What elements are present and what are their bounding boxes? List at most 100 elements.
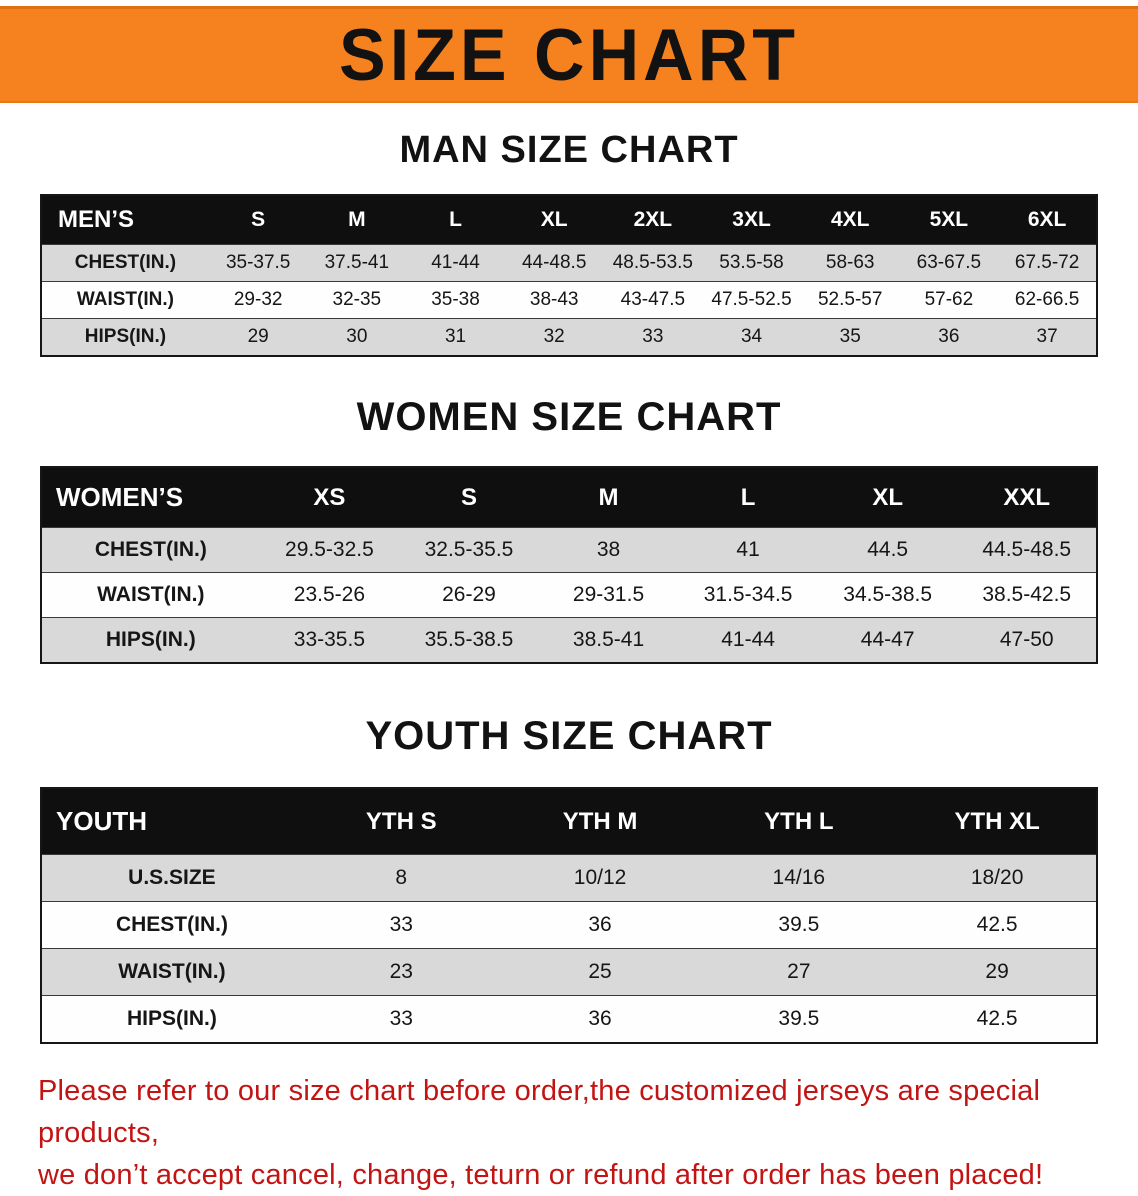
women-section-heading: WOMEN SIZE CHART — [356, 395, 782, 439]
measurement-value-cell: 34.5-38.5 — [843, 583, 933, 606]
row-label-cell: CHEST(IN.) — [115, 913, 228, 936]
measurement-value-cell: 29 — [247, 326, 269, 347]
size-column-header: S — [399, 467, 539, 528]
measurement-value-cell: 29-32 — [233, 289, 283, 310]
measurement-value-cell: 35 — [839, 326, 861, 347]
measurement-value-cell: 43-47.5 — [620, 289, 686, 310]
measurement-value-cell: 23.5-26 — [293, 583, 366, 606]
measurement-value-cell: 47.5-52.5 — [711, 289, 792, 310]
table-header-row: MEN’S S M L XL 2XL 3XL 4XL 5XL 6XL — [41, 195, 1097, 245]
measurement-value-cell: 36 — [938, 326, 960, 347]
measurement-value-cell: 41-44 — [721, 628, 775, 651]
measurement-value-cell: 37 — [1036, 326, 1058, 347]
size-column-header: L — [678, 467, 818, 528]
women-section: WOMEN SIZE CHART WOMEN’S XS S M L XL XXL CHEST(… — [0, 395, 1138, 664]
table-row: WAIST(IN.) 29-32 32-35 35-38 38-43 43-47.5 47.… — [41, 281, 1097, 319]
women-size-table: WOMEN’S XS S M L XL XXL CHEST(IN.) 29.5-32.5 32.5… — [40, 466, 1098, 664]
measurement-value-cell: 25 — [588, 960, 612, 983]
row-label-cell: U.S.SIZE — [128, 866, 216, 889]
table-row: HIPS(IN.) 33-35.5 35.5-38.5 38.5-41 41-44 44-… — [41, 617, 1097, 663]
size-column-header: XXL — [957, 467, 1097, 528]
measurement-value-cell: 33 — [642, 326, 664, 347]
men-size-table: MEN’S S M L XL 2XL 3XL 4XL 5XL 6XL CHEST(IN.) 35-37… — [40, 194, 1098, 357]
measurement-value-cell: 38.5-42.5 — [982, 583, 1072, 606]
measurement-value-cell: 41 — [736, 538, 760, 561]
size-column-header: XL — [817, 467, 958, 528]
table-row: HIPS(IN.) 29 30 31 32 33 34 35 36 37 — [41, 318, 1097, 356]
size-column-header: 2XL — [603, 195, 703, 245]
table-row: WAIST(IN.) 23 25 27 29 — [41, 948, 1097, 996]
measurement-value-cell: 52.5-57 — [817, 289, 883, 310]
measurement-value-cell: 34 — [740, 326, 763, 347]
size-column-header: 4XL — [800, 195, 900, 245]
measurement-value-cell: 62-66.5 — [1014, 289, 1080, 310]
size-column-header: 5XL — [899, 195, 999, 245]
measurement-value-cell: 44-47 — [860, 628, 915, 651]
disclaimer-line-1: Please refer to our size chart before or… — [38, 1075, 1041, 1150]
row-label-cell: HIPS(IN.) — [105, 628, 196, 651]
youth-section-heading: YOUTH SIZE CHART — [365, 714, 773, 758]
table-title-cell: WOMEN’S — [41, 467, 260, 528]
size-column-header: YTH XL — [898, 788, 1097, 855]
measurement-value-cell: 57-62 — [924, 289, 974, 310]
banner: SIZE CHART — [0, 6, 1138, 103]
table-row: WAIST(IN.) 23.5-26 26-29 29-31.5 31.5-34.5 34… — [41, 572, 1097, 618]
size-column-header: YTH L — [699, 788, 899, 855]
row-label-cell: CHEST(IN.) — [94, 538, 207, 561]
size-column-header: L — [406, 195, 505, 245]
row-label-cell: HIPS(IN.) — [84, 326, 167, 347]
measurement-value-cell: 23 — [389, 960, 413, 983]
table-row: CHEST(IN.) 35-37.5 37.5-41 41-44 44-48.5 48.5… — [41, 244, 1097, 282]
measurement-value-cell: 33-35.5 — [293, 628, 366, 651]
measurement-value-cell: 39.5 — [778, 913, 820, 936]
table-row: CHEST(IN.) 29.5-32.5 32.5-35.5 38 41 44.5 44.5… — [41, 527, 1097, 573]
size-column-header: YTH S — [301, 788, 501, 855]
measurement-value-cell: 31.5-34.5 — [703, 583, 793, 606]
measurement-value-cell: 8 — [395, 866, 408, 889]
measurement-value-cell: 29-31.5 — [572, 583, 645, 606]
measurement-value-cell: 35-37.5 — [225, 252, 291, 273]
measurement-value-cell: 44.5 — [867, 538, 909, 561]
table-title-cell: MEN’S — [41, 195, 209, 245]
measurement-value-cell: 27 — [787, 960, 811, 983]
table-header-row: WOMEN’S XS S M L XL XXL — [41, 467, 1097, 528]
measurement-value-cell: 33 — [389, 1007, 413, 1030]
page-title: SIZE CHART — [339, 14, 799, 96]
measurement-value-cell: 32 — [543, 326, 565, 347]
measurement-value-cell: 32.5-35.5 — [424, 538, 514, 561]
measurement-value-cell: 33 — [389, 913, 413, 936]
table-title-cell: YOUTH — [41, 788, 302, 855]
measurement-value-cell: 35.5-38.5 — [424, 628, 514, 651]
measurement-value-cell: 29 — [985, 960, 1009, 983]
size-column-header: YTH M — [500, 788, 700, 855]
size-column-header: M — [307, 195, 407, 245]
measurement-value-cell: 26-29 — [442, 583, 496, 606]
table-row: HIPS(IN.) 33 36 39.5 42.5 — [41, 995, 1097, 1043]
measurement-value-cell: 67.5-72 — [1014, 252, 1080, 273]
row-label-cell: CHEST(IN.) — [74, 252, 177, 273]
measurement-value-cell: 39.5 — [778, 1007, 820, 1030]
measurement-value-cell: 37.5-41 — [324, 252, 390, 273]
disclaimer: Please refer to our size chart before or… — [0, 1070, 1138, 1196]
measurement-value-cell: 36 — [588, 913, 612, 936]
table-row: U.S.SIZE 8 10/12 14/16 18/20 — [41, 854, 1097, 902]
men-section-heading: MAN SIZE CHART — [399, 129, 739, 171]
size-column-header: XS — [259, 467, 400, 528]
size-column-header: 3XL — [702, 195, 801, 245]
table-header-row: YOUTH YTH S YTH M YTH L YTH XL — [41, 788, 1097, 855]
measurement-value-cell: 42.5 — [976, 1007, 1018, 1030]
row-label-cell: WAIST(IN.) — [118, 960, 226, 983]
measurement-value-cell: 30 — [346, 326, 368, 347]
measurement-value-cell: 41-44 — [431, 252, 480, 273]
measurement-value-cell: 38 — [596, 538, 621, 561]
measurement-value-cell: 44.5-48.5 — [982, 538, 1072, 561]
measurement-value-cell: 31 — [444, 326, 467, 347]
measurement-value-cell: 29.5-32.5 — [285, 538, 374, 561]
disclaimer-line-2: we don’t accept cancel, change, teturn o… — [38, 1159, 1044, 1192]
measurement-value-cell: 10/12 — [573, 866, 627, 889]
measurement-value-cell: 38-43 — [529, 289, 579, 310]
measurement-value-cell: 14/16 — [772, 866, 826, 889]
measurement-value-cell: 48.5-53.5 — [612, 252, 693, 273]
row-label-cell: HIPS(IN.) — [127, 1007, 217, 1030]
